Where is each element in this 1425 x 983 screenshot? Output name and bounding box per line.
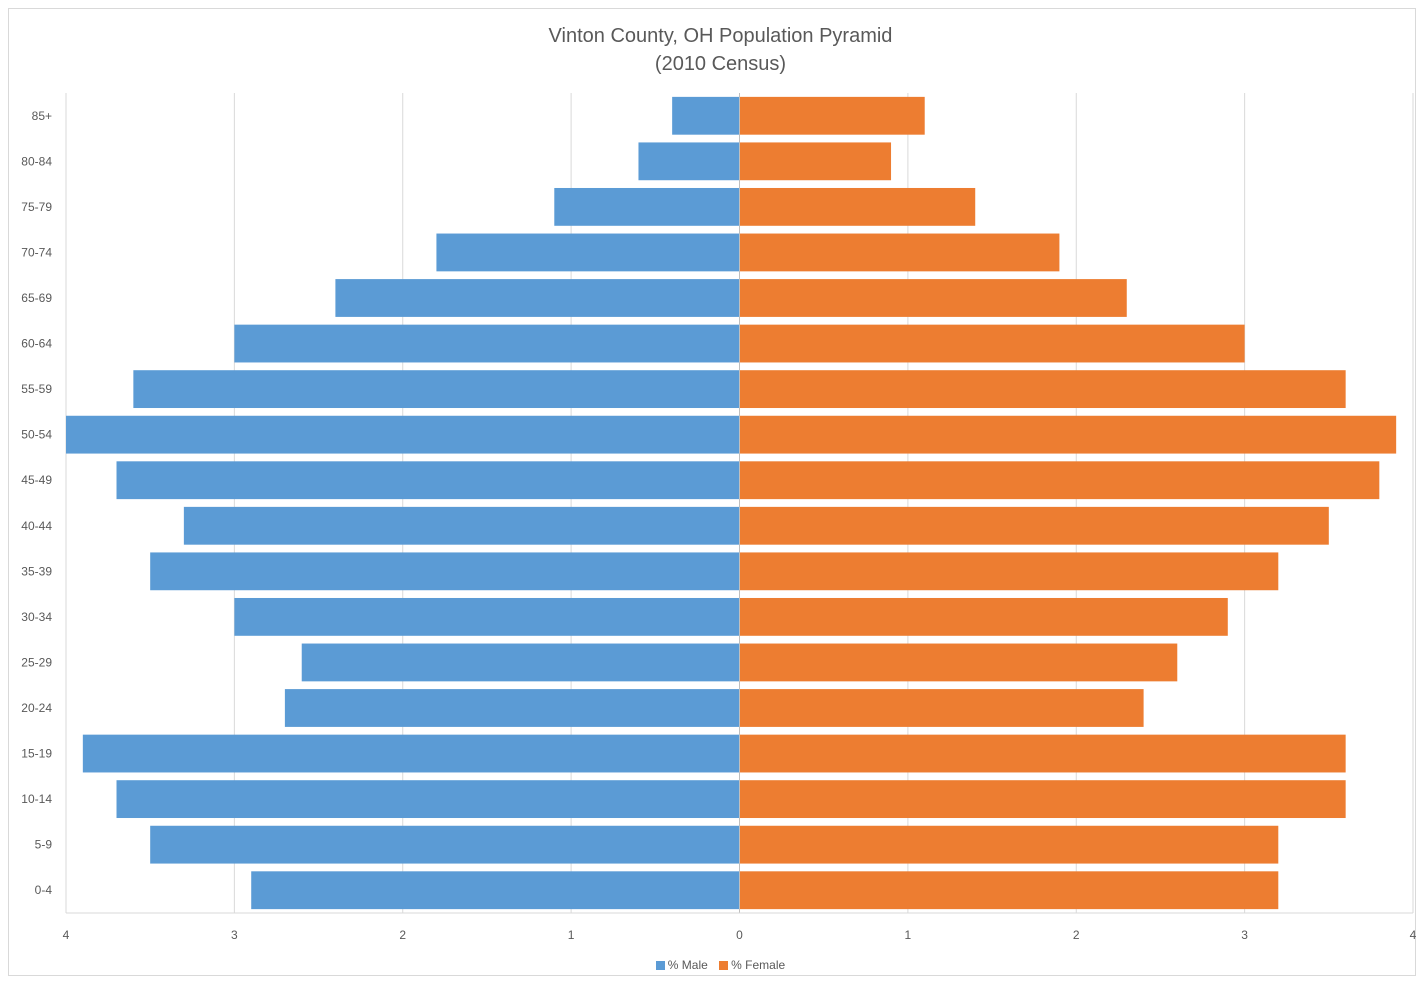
bar-female-15-19 (739, 734, 1346, 773)
bar-male-85+ (672, 96, 740, 135)
bar-male-5-9 (150, 825, 740, 864)
bar-male-25-29 (301, 643, 740, 682)
x-tick-label: 4 (63, 928, 70, 942)
bar-female-65-69 (739, 279, 1127, 317)
axes: 4 3 2 1 0 1 2 3 4 85+ 80-84 75-79 70-74 65-69 60-64 55-… (21, 93, 1417, 942)
bar-male-55-59 (133, 370, 740, 409)
category-label: 55-59 (21, 382, 52, 396)
category-label: 40-44 (21, 519, 52, 533)
gridlines (65, 93, 1414, 913)
legend: % Male % Female (0, 958, 1425, 973)
category-label: 10-14 (21, 792, 52, 806)
bar-male-80-84 (638, 142, 740, 181)
bar-female-30-34 (739, 597, 1228, 636)
category-label: 60-64 (21, 337, 52, 351)
bar-male-50-54 (66, 415, 740, 454)
bar-female-70-74 (739, 233, 1060, 272)
bar-female-50-54 (739, 415, 1397, 454)
x-tick-label: 1 (568, 928, 575, 942)
chart-subtitle: (2010 Census) (654, 53, 787, 75)
bar-female-85+ (739, 96, 925, 135)
bar-male-60-64 (234, 324, 740, 363)
bar-male-20-24 (284, 689, 740, 727)
bar-female-25-29 (739, 643, 1178, 682)
legend-swatch-male (655, 960, 665, 970)
chart-title: Vinton County, OH Population Pyramid (548, 25, 893, 47)
bar-female-35-39 (739, 552, 1279, 591)
x-tick-label: 0 (736, 928, 743, 942)
bars (66, 96, 1397, 910)
bar-male-65-69 (335, 279, 740, 317)
bar-female-55-59 (739, 370, 1346, 409)
legend-label-female: % Female (731, 958, 786, 972)
bar-female-5-9 (739, 825, 1279, 864)
category-label: 20-24 (21, 701, 52, 715)
x-tick-label: 2 (399, 928, 406, 942)
category-label: 50-54 (21, 428, 52, 442)
bar-male-30-34 (234, 597, 740, 636)
bar-female-10-14 (739, 780, 1346, 819)
x-tick-label: 1 (905, 928, 912, 942)
bar-male-35-39 (150, 552, 740, 591)
bar-male-75-79 (554, 187, 740, 226)
x-tick-label: 3 (231, 928, 238, 942)
category-label: 35-39 (21, 564, 52, 578)
category-label: 25-29 (21, 655, 52, 669)
category-label: 70-74 (21, 245, 52, 259)
bar-female-0-4 (739, 871, 1279, 910)
bar-male-40-44 (183, 506, 740, 545)
legend-label-male: % Male (667, 958, 708, 972)
category-label: 15-19 (21, 747, 52, 761)
bar-female-80-84 (739, 142, 892, 181)
bar-female-20-24 (739, 689, 1144, 727)
bar-male-0-4 (251, 871, 740, 910)
chart-title-block: Vinton County, OH Population Pyramid (20… (0, 22, 1425, 78)
bar-female-45-49 (739, 461, 1380, 500)
legend-swatch-female (719, 960, 729, 970)
bar-male-10-14 (116, 780, 740, 819)
bar-male-15-19 (82, 734, 740, 773)
legend-item-female: % Female (719, 958, 785, 972)
x-tick-label: 3 (1241, 928, 1248, 942)
category-label: 5-9 (35, 838, 53, 852)
category-label: 85+ (32, 109, 52, 123)
category-label: 75-79 (21, 200, 52, 214)
x-tick-label: 2 (1073, 928, 1080, 942)
bar-female-75-79 (739, 187, 976, 226)
x-tick-label: 4 (1410, 928, 1417, 942)
bar-female-40-44 (739, 506, 1329, 545)
category-label: 30-34 (21, 610, 52, 624)
bar-female-60-64 (739, 324, 1245, 363)
category-label: 80-84 (21, 154, 52, 168)
bar-male-45-49 (116, 461, 740, 500)
bar-male-70-74 (436, 233, 740, 272)
legend-item-male: % Male (655, 958, 708, 972)
category-label: 0-4 (35, 883, 53, 897)
category-label: 45-49 (21, 473, 52, 487)
category-label: 65-69 (21, 291, 52, 305)
